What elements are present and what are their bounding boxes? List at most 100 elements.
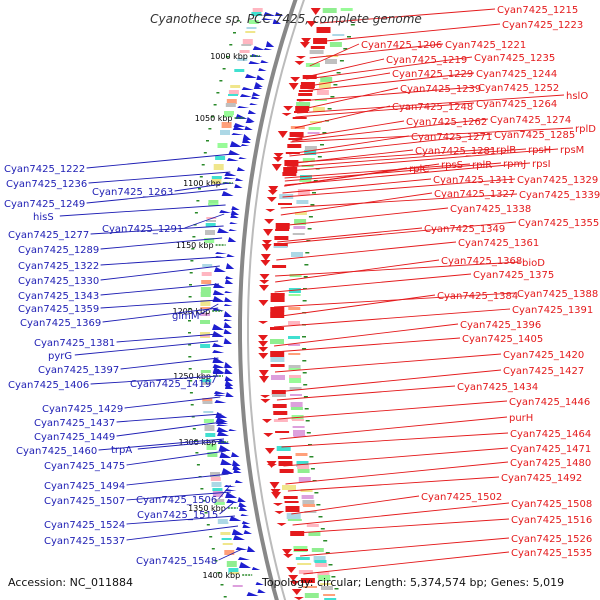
gene-label-right: rplB: [496, 145, 516, 156]
map-title: Cyanothece sp. PCC 7425, complete genome: [150, 12, 422, 26]
gene-label-right: Cyan7425_1311: [433, 175, 514, 186]
gene-label-right: Cyan7425_1388: [517, 289, 598, 300]
gene-label-right: Cyan7425_1274: [490, 115, 571, 126]
gene-label-right: Cyan7425_1502: [421, 492, 502, 503]
gene-label-left: Cyan7425_1359: [18, 304, 99, 315]
gene-label-right: rpsH: [528, 145, 551, 156]
gene-label-right: Cyan7425_1219: [386, 55, 467, 66]
gene-label-left: Cyan7425_1397: [38, 365, 119, 376]
gene-label-left: Cyan7425_1343: [18, 291, 99, 302]
feature-track-1: [200, 8, 263, 587]
gene-label-right: Cyan7425_1244: [476, 69, 557, 80]
gene-label-right: rpsS: [441, 160, 463, 171]
gene-label-left: Cyan7425_1249: [4, 199, 85, 210]
gene-label-right: Cyan7425_1492: [501, 473, 582, 484]
kbp-label: 1400 kbp: [202, 571, 240, 580]
gene-label-left: Cyan7425_1437: [34, 418, 115, 429]
gene-label-right: Cyan7425_1526: [511, 534, 592, 545]
gene-label-right: Cyan7425_1215: [497, 5, 578, 16]
gene-label-right: purH: [509, 413, 533, 424]
gene-label-right: Cyan7425_1355: [518, 218, 599, 229]
gene-label-right: rpmJ: [503, 159, 526, 170]
gene-label-left: pyrG: [48, 351, 72, 362]
kbp-label: 1150 kbp: [176, 241, 214, 250]
kbp-label: 1350 kbp: [188, 504, 226, 513]
gene-label-right: rplD: [575, 124, 596, 135]
gene-label-left: Cyan7425_1322: [18, 261, 99, 272]
gene-label-right: Cyan7425_1368: [441, 256, 522, 267]
gene-label-right: Cyan7425_1248: [392, 102, 473, 113]
gene-label-right: Cyan7425_1516: [511, 515, 592, 526]
gene-label-right: Cyan7425_1535: [511, 548, 592, 559]
kbp-label: 1300 kbp: [178, 438, 216, 447]
left-label-leaders: [59, 153, 243, 561]
gene-label-right: rplR: [472, 160, 492, 171]
gene-label-right: Cyan7425_1427: [503, 366, 584, 377]
gene-label-left: Cyan7425_1524: [44, 520, 125, 531]
gene-label-right: rpsI: [532, 159, 551, 170]
feature-track-5: [270, 8, 337, 598]
gene-label-right: Cyan7425_1221: [445, 40, 526, 51]
gene-label-left: hisS: [33, 212, 54, 223]
gene-label-left: Cyan7425_1506: [136, 495, 217, 506]
feature-track-4: [258, 8, 321, 600]
gene-label-right: Cyan7425_1262: [406, 117, 487, 128]
gene-label-right: Cyan7425_1434: [457, 382, 538, 393]
gene-label-left: Cyan7425_1291: [102, 224, 183, 235]
gene-label-left: Cyan7425_1460: [16, 446, 97, 457]
gene-label-right: Cyan7425_1281: [415, 146, 496, 157]
gene-label-right: Cyan7425_1206: [361, 40, 442, 51]
gc-markers: [188, 20, 355, 598]
gene-label-right: Cyan7425_1223: [502, 20, 583, 31]
gene-label-right: Cyan7425_1405: [462, 334, 543, 345]
gene-label-left: Cyan7425_1449: [34, 432, 115, 443]
right-label-leaders: [273, 8, 574, 575]
gene-label-right: Cyan7425_1508: [511, 499, 592, 510]
kbp-label: 1050 kbp: [195, 114, 233, 123]
gene-label-left: Cyan7425_1277: [8, 230, 89, 241]
gene-label-right: Cyan7425_1252: [478, 83, 559, 94]
gene-label-right: Cyan7425_1420: [503, 350, 584, 361]
gene-label-left: Cyan7425_1419: [130, 379, 211, 390]
gene-label-right: hslO: [566, 91, 588, 102]
gene-label-right: Cyan7425_1471: [510, 444, 591, 455]
gene-label-right: Cyan7425_1361: [458, 238, 539, 249]
gene-label-left: Cyan7425_1236: [6, 179, 87, 190]
gene-label-right: Cyan7425_1384: [437, 291, 518, 302]
gene-label-left: Cyan7425_1289: [18, 245, 99, 256]
gene-label-right: Cyan7425_1327: [434, 189, 515, 200]
gene-label-right: bioD: [522, 258, 545, 269]
gene-label-left: Cyan7425_1537: [44, 536, 125, 547]
gene-label-left: Cyan7425_1381: [34, 338, 115, 349]
gene-label-right: Cyan7425_1329: [517, 175, 598, 186]
gene-label-right: Cyan7425_1464: [510, 429, 591, 440]
gene-label-right: Cyan7425_1285: [494, 130, 575, 141]
gene-label-left: Cyan7425_1369: [20, 318, 101, 329]
gene-label-left: Cyan7425_1475: [44, 461, 125, 472]
gene-label-left: Cyan7425_1222: [4, 164, 85, 175]
gene-label-right: Cyan7425_1446: [509, 397, 590, 408]
gene-label-right: Cyan7425_1339: [519, 190, 600, 201]
gene-label-left: Cyan7425_1263: [92, 187, 173, 198]
gene-label-right: Cyan7425_1338: [450, 204, 531, 215]
kbp-label: 1000 kbp: [210, 52, 248, 61]
gene-label-right: Cyan7425_1229: [392, 69, 473, 80]
gene-label-left: Cyan7425_1429: [42, 404, 123, 415]
gene-label-left: Cyan7425_1515: [137, 510, 218, 521]
kbp-label: 1250 kbp: [173, 372, 211, 381]
gene-label-right: Cyan7425_1480: [510, 458, 591, 469]
gene-label-left: Cyan7425_1507: [44, 496, 125, 507]
gene-label-right: rplC: [409, 164, 429, 175]
gene-label-left: trpA: [111, 445, 132, 456]
gene-label-left: Cyan7425_1494: [44, 481, 125, 492]
kbp-label: 1100 kbp: [183, 179, 221, 188]
gene-label-left: Cyan7425_1548: [136, 556, 217, 567]
gene-label-right: Cyan7425_1271: [411, 132, 492, 143]
gene-label-right: Cyan7425_1239: [400, 84, 481, 95]
gene-label-right: Cyan7425_1235: [474, 53, 555, 64]
gene-label-right: Cyan7425_1375: [473, 270, 554, 281]
gene-label-right: Cyan7425_1396: [460, 320, 541, 331]
